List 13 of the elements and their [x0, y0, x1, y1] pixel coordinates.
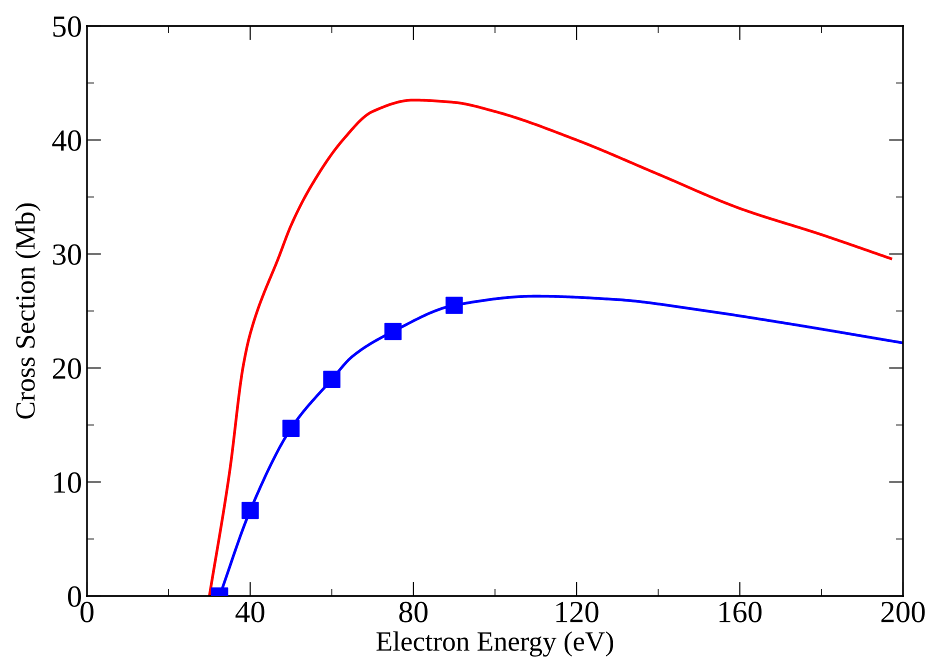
y-axis-title: Cross Section (Mb): [15, 203, 40, 419]
y-tick-label: 50: [53, 16, 81, 37]
y-tick-label: 30: [53, 244, 81, 265]
x-axis-title: Electron Energy (eV): [376, 631, 614, 657]
y-tick-label: 0: [68, 586, 81, 607]
y-tick-label: 10: [54, 472, 81, 493]
x-tick-label: 80: [399, 602, 428, 622]
y-tick-label: 20: [52, 358, 81, 379]
x-tick-label: 160: [720, 602, 762, 622]
x-tick-label: 200: [881, 602, 925, 622]
x-tick-label: 40: [236, 602, 264, 622]
y-tick-label: 40: [52, 130, 81, 151]
x-tick-label: 120: [556, 602, 598, 622]
